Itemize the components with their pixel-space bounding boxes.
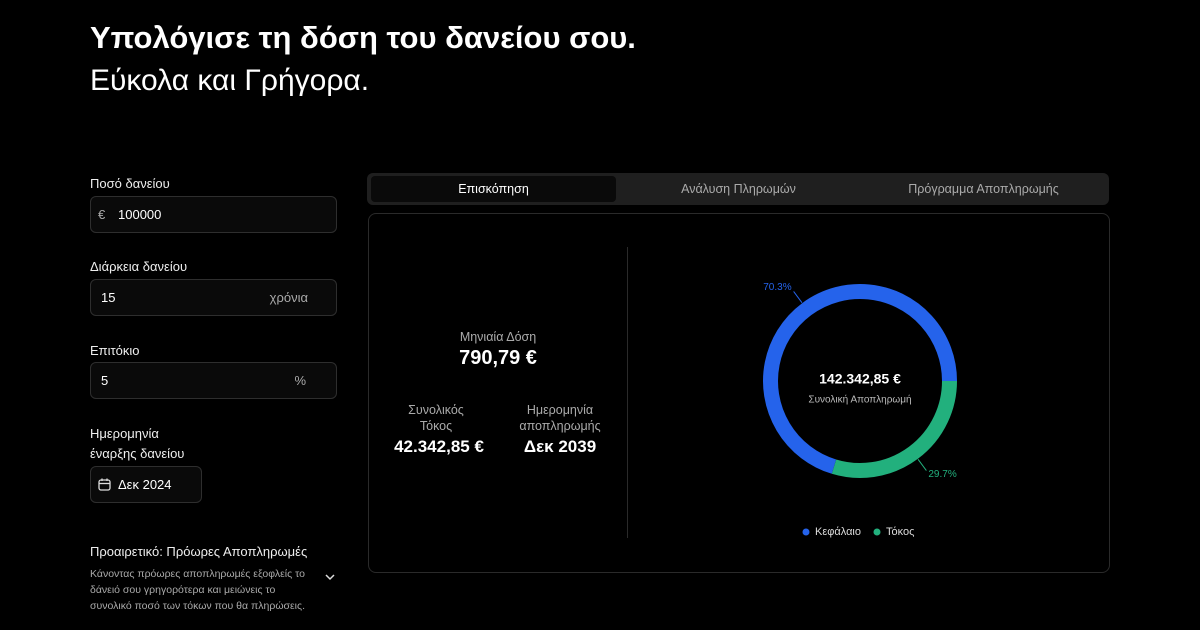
legend-swatch	[873, 528, 881, 536]
description: συνολικό ποσό των τόκων που θα πληρώσεις…	[90, 600, 305, 612]
section-title: Προαιρετικό: Πρόωρες Αποπληρωμές	[90, 544, 308, 559]
input-value: 100000	[118, 207, 162, 222]
stat-label: αποπληρωμής	[519, 419, 601, 433]
amount-input[interactable]: € 100000	[90, 196, 337, 233]
tab[interactable]: Πρόγραμμα Αποπληρωμής	[908, 182, 1059, 196]
legend-label: Κεφάλαιο	[815, 526, 861, 538]
legend-label: Τόκος	[886, 526, 914, 538]
input-value: 5	[101, 373, 109, 388]
center-label: Συνολική Αποπληρωμή	[808, 394, 911, 406]
stat-label: Ημερομηνία	[526, 403, 594, 417]
donut-segment	[763, 284, 957, 474]
stat-label: Τόκος	[419, 419, 453, 433]
center-value: 142.342,85 €	[819, 371, 901, 387]
input-value: 15	[101, 290, 116, 305]
value-label: 70.3%	[763, 282, 791, 293]
date-button[interactable]: Δεκ 2024	[90, 466, 202, 503]
suffix: %	[294, 373, 306, 388]
field-label: Επιτόκιο	[90, 343, 140, 358]
field-label: Ημερομηνία	[90, 426, 159, 441]
calendar-icon	[98, 478, 111, 491]
field-label: έναρξης δανείου	[90, 446, 185, 461]
tab[interactable]: Επισκόπηση	[371, 176, 616, 202]
expand-chevron[interactable]	[324, 572, 336, 582]
field-label: Διάρκεια δανείου	[90, 259, 188, 274]
rate-input[interactable]: 5 %	[90, 362, 337, 399]
stat-label: Μηνιαία Δόση	[459, 330, 537, 344]
description: δάνειό σου γρηγορότερα και μειώνεις το	[90, 584, 276, 596]
field-label: Ποσό δανείου	[90, 176, 170, 191]
stat-value: 42.342,85 €	[394, 437, 484, 456]
divider	[627, 247, 628, 538]
stat-value: 790,79 €	[459, 347, 537, 369]
description: Κάνοντας πρόωρες αποπληρωμές εξοφλείς το	[90, 568, 305, 580]
tab[interactable]: Ανάλυση Πληρωμών	[681, 182, 796, 196]
tab-bar: Επισκόπηση Ανάλυση Πληρωμών Πρόγραμμα Αποπ…	[367, 173, 1109, 205]
date-value: Δεκ 2024	[118, 477, 172, 492]
stat-value: Δεκ 2039	[523, 437, 597, 456]
donut-segment	[831, 380, 957, 478]
label-leader	[917, 459, 927, 471]
suffix: χρόνια	[269, 290, 308, 305]
subtitle: Εύκολα και Γρήγορα.	[90, 64, 370, 97]
stat-label: Συνολικός	[408, 403, 464, 417]
title: Υπολόγισε τη δόση του δανείου σου.	[90, 20, 636, 55]
prefix: €	[98, 207, 106, 222]
legend-swatch	[802, 528, 810, 536]
value-label: 29.7%	[928, 469, 956, 480]
duration-input[interactable]: 15 χρόνια	[90, 279, 337, 316]
label-leader	[793, 291, 803, 303]
donut-chart: 142.342,85 € Συνολική Αποπληρωμή 29.7% 70…	[763, 282, 957, 538]
overview-card: Μηνιαία Δόση 790,79 € Συνολικός Τόκος 42…	[368, 213, 1110, 573]
